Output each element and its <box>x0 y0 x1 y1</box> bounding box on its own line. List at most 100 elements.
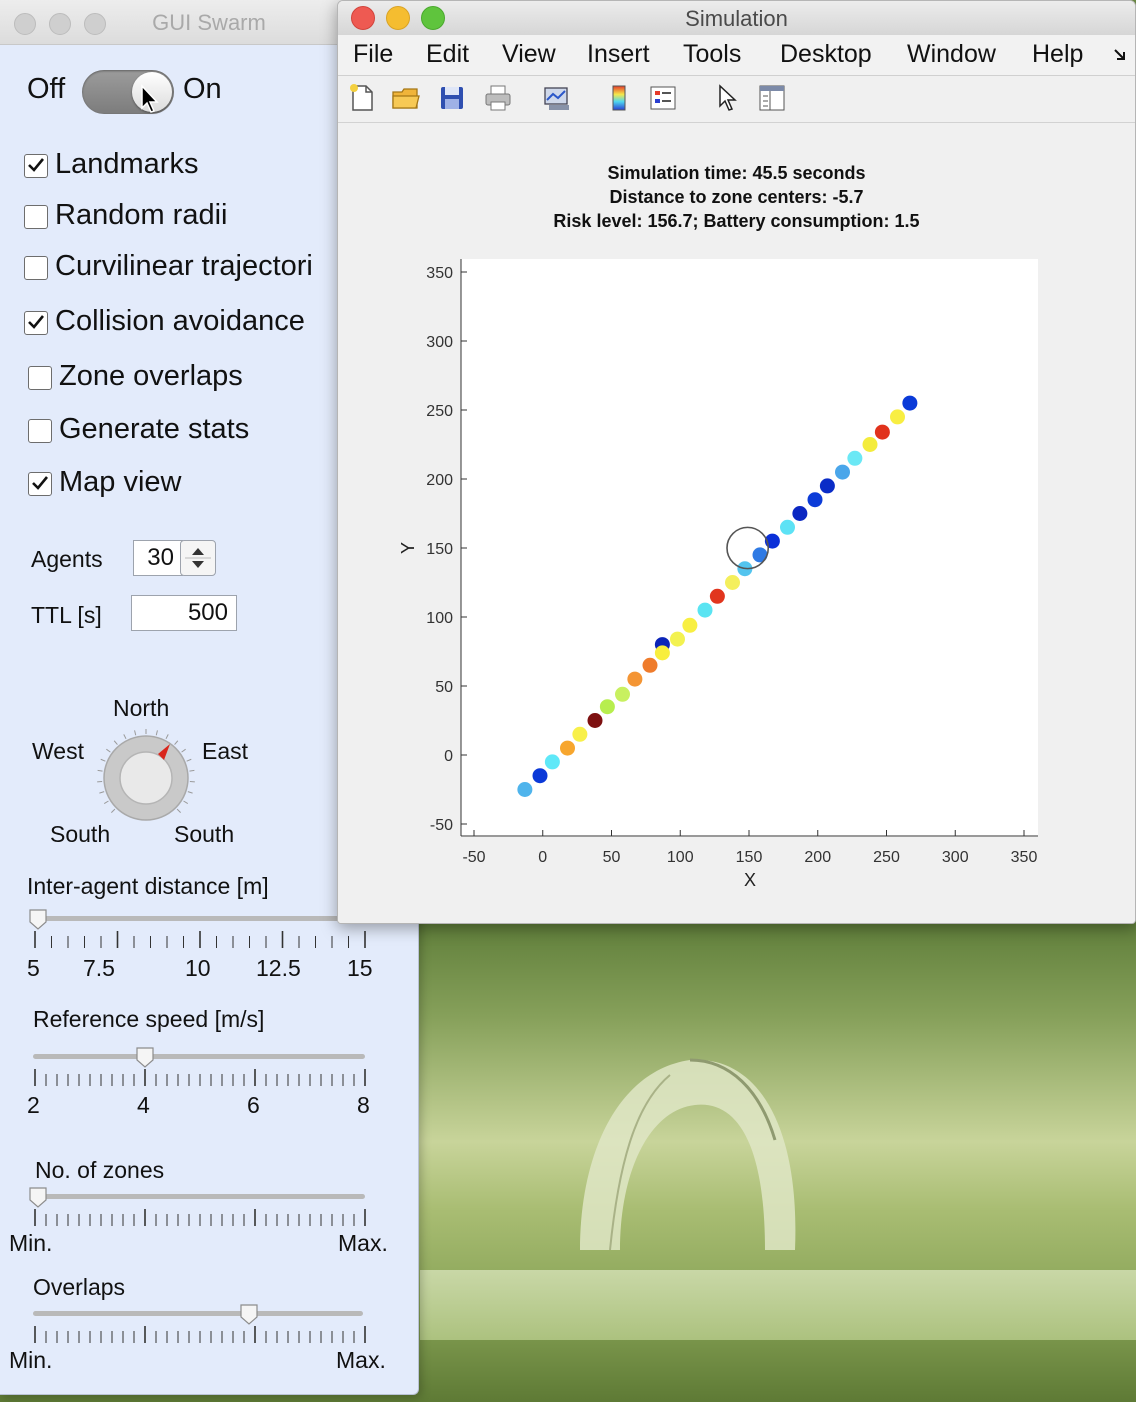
agents-stepper[interactable] <box>180 540 216 576</box>
checkmark-icon <box>28 315 45 329</box>
menu-bar: File Edit View Insert Tools Desktop Wind… <box>338 35 1135 76</box>
agent-point <box>560 740 575 756</box>
overlaps-thumb[interactable] <box>239 1303 259 1325</box>
overlaps-track[interactable] <box>33 1311 363 1316</box>
agent-point <box>599 699 615 715</box>
ttl-input[interactable]: 500 <box>131 595 237 631</box>
pointer-select-icon[interactable] <box>711 82 743 114</box>
overlaps-max-label: Max. <box>336 1347 386 1373</box>
x-axis-label: X <box>744 870 756 890</box>
knob-tick <box>97 769 103 772</box>
on-off-toggle[interactable] <box>82 70 174 114</box>
zones-track[interactable] <box>33 1194 365 1199</box>
checkbox-landmarks[interactable] <box>24 154 48 178</box>
speed-tick-6: 6 <box>247 1092 260 1118</box>
simulation-titlebar[interactable]: Simulation <box>338 1 1135 36</box>
agent-point <box>807 492 823 508</box>
agents-label: Agents <box>31 546 103 572</box>
checkbox-curvilinear-trajectori[interactable] <box>24 256 48 280</box>
plot-background <box>461 259 1038 837</box>
figure-canvas: Simulation time: 45.5 seconds Distance t… <box>338 123 1135 923</box>
knob-tick <box>187 791 193 794</box>
y-tick-label: -50 <box>430 817 453 834</box>
inter-agent-distance-thumb[interactable] <box>28 908 48 930</box>
y-tick-label: 150 <box>426 541 453 558</box>
checkbox-map-view[interactable] <box>28 472 52 496</box>
menu-help[interactable]: Help <box>1032 40 1084 68</box>
close-button[interactable] <box>14 13 36 35</box>
property-editor-icon[interactable] <box>756 82 788 114</box>
agent-point <box>819 478 835 494</box>
new-figure-icon[interactable] <box>346 82 378 114</box>
agent-point <box>670 631 685 647</box>
reference-speed-track[interactable] <box>33 1054 365 1059</box>
knob-tick <box>123 734 127 740</box>
compass-north-label: North <box>113 695 170 721</box>
menu-desktop[interactable]: Desktop <box>780 40 872 68</box>
speed-tick-2: 2 <box>27 1092 40 1118</box>
menu-edit[interactable]: Edit <box>426 40 470 68</box>
agent-point <box>544 754 560 770</box>
zones-thumb[interactable] <box>28 1186 48 1208</box>
legend-icon[interactable] <box>647 82 679 114</box>
menu-file[interactable]: File <box>353 40 394 68</box>
overlaps-label: Overlaps <box>33 1274 126 1300</box>
x-tick-label: 300 <box>942 849 969 866</box>
wallpaper-arch <box>580 1058 796 1250</box>
knob-tick <box>155 730 158 736</box>
checkbox-random-radii[interactable] <box>24 205 48 229</box>
scatter-plot[interactable]: -50 0 50 100 150 200 250 300 350 350 300 250 200 150… <box>338 123 1135 923</box>
zoom-button[interactable] <box>84 13 106 35</box>
agent-point <box>780 519 795 535</box>
x-tick-label: 100 <box>667 849 694 866</box>
knob-tick <box>181 748 186 753</box>
zones-label: No. of zones <box>35 1157 165 1183</box>
reference-speed-thumb[interactable] <box>135 1046 155 1068</box>
y-tick-label: 250 <box>426 403 453 420</box>
knob-tick <box>134 730 137 736</box>
menu-insert[interactable]: Insert <box>587 40 650 68</box>
checkbox-collision-avoidance[interactable] <box>24 311 48 335</box>
checkbox-label: Zone overlaps <box>59 360 243 392</box>
x-tick-label: 250 <box>873 849 900 866</box>
speed-tick-4: 4 <box>137 1092 150 1118</box>
inter-tick-12-5: 12.5 <box>256 955 301 981</box>
checkbox-label: Landmarks <box>55 148 199 180</box>
knob-tick <box>189 769 195 772</box>
checkbox-generate-stats[interactable] <box>28 419 52 443</box>
menu-overflow-arrow-icon[interactable] <box>1113 47 1127 63</box>
checkbox-label: Random radii <box>55 199 228 231</box>
sim-zoom-button[interactable] <box>421 6 445 30</box>
simulation-time-text: Simulation time: 45.5 seconds <box>607 163 866 183</box>
direction-knob[interactable] <box>96 728 196 828</box>
save-icon[interactable] <box>436 82 468 114</box>
knob-tick <box>183 800 189 805</box>
agent-point <box>874 424 890 440</box>
zone-circle <box>726 526 770 570</box>
agent-point <box>587 713 603 728</box>
simulation-window: Simulation File Edit View Insert Tools D… <box>337 0 1136 924</box>
open-folder-icon[interactable] <box>390 82 422 114</box>
checkmark-icon <box>32 476 49 490</box>
agents-input[interactable]: 30 <box>133 540 183 576</box>
agent-point <box>642 657 658 673</box>
print-icon[interactable] <box>482 82 514 114</box>
link-plot-icon[interactable] <box>541 82 573 114</box>
knob-tick <box>165 734 169 740</box>
zones-ticks <box>34 1209 366 1226</box>
x-tick-label: -50 <box>462 849 485 866</box>
inter-agent-distance-label: Inter-agent distance [m] <box>27 873 269 899</box>
agent-point <box>532 768 548 784</box>
agent-point <box>697 602 713 618</box>
inter-agent-distance-track[interactable] <box>33 916 373 921</box>
sim-minimize-button[interactable] <box>386 6 410 30</box>
colorbar-icon[interactable] <box>603 82 635 114</box>
menu-window[interactable]: Window <box>907 40 996 68</box>
menu-tools[interactable]: Tools <box>683 40 742 68</box>
agent-point <box>792 506 808 521</box>
y-axis-label: Y <box>398 542 418 554</box>
sim-close-button[interactable] <box>351 6 375 30</box>
checkbox-zone-overlaps[interactable] <box>28 366 52 390</box>
minimize-button[interactable] <box>49 13 71 35</box>
menu-view[interactable]: View <box>502 40 556 68</box>
